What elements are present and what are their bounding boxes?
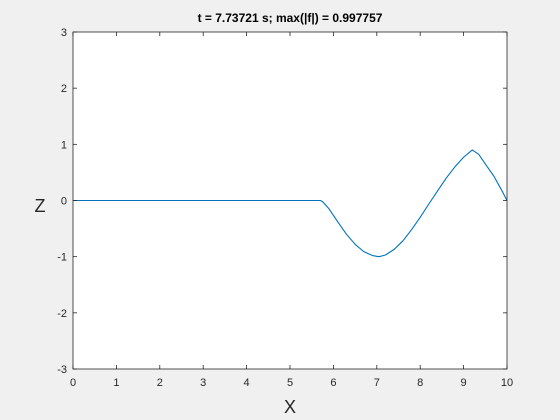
x-tick-label: 3 [200,377,206,389]
y-tick-label: 1 [61,139,67,151]
x-axis-label: X [284,397,296,417]
x-tick-label: 1 [113,377,119,389]
series-line [73,149,508,258]
x-axis-ticks: 0 1 2 3 4 5 6 7 8 9 10 [70,32,513,389]
x-tick-label: 9 [461,377,467,389]
plot-lines [73,149,508,258]
y-tick-label: -3 [57,364,67,376]
y-tick-label: 2 [61,83,67,95]
x-tick-label: 2 [157,377,163,389]
chart-title: t = 7.73721 s; max(|f|) = 0.997757 [198,11,383,25]
x-tick-label: 6 [330,377,336,389]
x-tick-label: 7 [374,377,380,389]
x-tick-label: 0 [70,377,76,389]
y-tick-label: -1 [57,252,67,264]
y-tick-label: 3 [61,27,67,39]
y-axis-label: Z [35,196,46,216]
x-tick-label: 5 [287,377,293,389]
x-tick-label: 8 [417,377,423,389]
x-tick-label: 10 [501,377,513,389]
x-tick-label: 4 [244,377,250,389]
y-tick-label: 0 [61,196,67,208]
y-tick-label: -2 [57,308,67,320]
y-axis-ticks: -3 -2 -1 0 1 2 3 [57,27,507,376]
